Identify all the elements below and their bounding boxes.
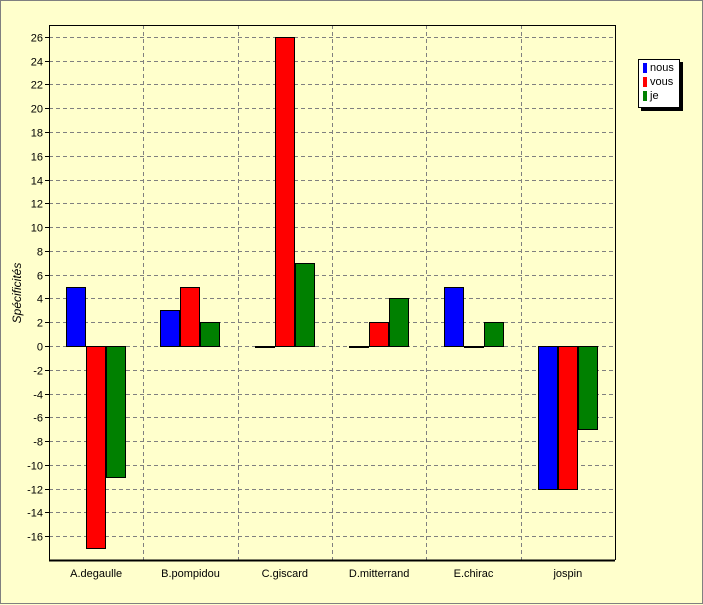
bar-je-jospin [578,346,598,430]
y-tick-label: 14 [31,176,43,188]
bar-vous-E.chirac [464,346,484,348]
y-tick-label: 12 [31,199,43,211]
x-tick-label: A.degaulle [70,568,122,580]
legend: nous vous je [638,59,680,108]
y-tick-label: 22 [31,80,43,92]
y-tick-label: -14 [27,508,43,520]
bar-vous-D.mitterrand [369,322,389,347]
y-tick-label: 0 [37,342,43,354]
bar-nous-jospin [538,346,558,490]
bar-je-A.degaulle [106,346,126,478]
bar-je-D.mitterrand [389,298,409,347]
y-tick-label: -4 [33,390,43,402]
legend-swatch [643,77,647,87]
tick-labels: -16-14-12-10-8-6-4-202468101214161820222… [27,33,582,581]
y-tick-label: 2 [37,318,43,330]
y-tick-label: -16 [27,532,43,544]
y-tick-label: 24 [31,57,43,69]
y-tick-label: 18 [31,128,43,140]
legend-item-je: je [639,89,679,103]
y-tick-label: -10 [27,461,43,473]
grid-lines [49,25,615,560]
bar-vous-B.pompidou [180,287,200,347]
axes [45,25,616,562]
bars [66,37,598,549]
legend-swatch [643,63,647,73]
y-tick-label: 26 [31,33,43,45]
y-tick-label: -2 [33,366,43,378]
legend-item-vous: vous [639,75,679,89]
y-tick-label: 16 [31,152,43,164]
y-tick-label: 4 [37,294,43,306]
bar-je-C.giscard [295,263,315,347]
y-tick-label: -6 [33,413,43,425]
y-tick-label: 6 [37,271,43,283]
bar-nous-D.mitterrand [349,346,369,348]
bar-nous-C.giscard [255,346,275,348]
y-tick-label: 10 [31,223,43,235]
bar-je-E.chirac [484,322,504,347]
bar-je-B.pompidou [200,322,220,347]
legend-swatch [643,91,647,101]
legend-label: vous [650,76,674,88]
x-tick-label: jospin [552,568,582,580]
bar-vous-jospin [558,346,578,490]
legend-item-nous: nous [639,61,679,75]
x-tick-label: C.giscard [262,568,308,580]
y-tick-label: 8 [37,247,43,259]
bar-nous-E.chirac [444,287,464,347]
legend-label: je [650,90,659,102]
y-tick-label: 20 [31,104,43,116]
bar-nous-B.pompidou [160,310,180,347]
bar-nous-A.degaulle [66,287,86,347]
y-tick-label: -8 [33,437,43,449]
y-axis-label: Spécificités [10,263,24,324]
x-tick-label: E.chirac [454,568,494,580]
x-tick-label: B.pompidou [161,568,220,580]
legend-label: nous [650,62,674,74]
y-tick-label: -12 [27,485,43,497]
x-tick-label: D.mitterrand [349,568,410,580]
bar-vous-C.giscard [275,37,295,347]
bar-vous-A.degaulle [86,346,106,549]
